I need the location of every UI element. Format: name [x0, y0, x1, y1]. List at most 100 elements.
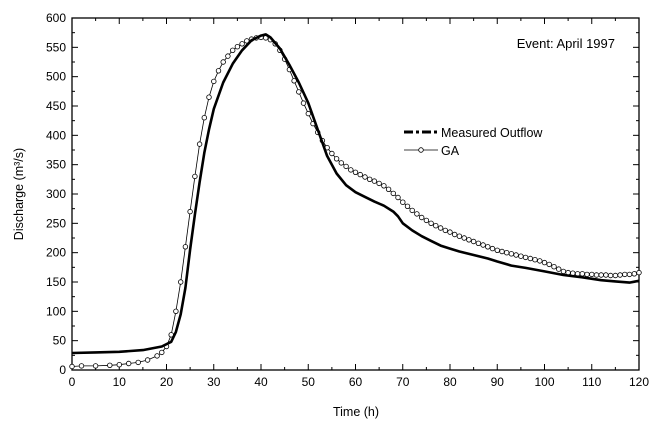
ga-point [206, 94, 212, 100]
ga-point [428, 220, 434, 226]
ga-point [518, 253, 524, 259]
plot-frame [71, 17, 640, 371]
ga-point [229, 47, 236, 53]
ga-point [239, 41, 245, 47]
y-tick-label: 150 [46, 275, 66, 289]
ga-point [626, 271, 633, 278]
ga-point [513, 252, 519, 258]
ga-point [485, 244, 491, 250]
ga-point [612, 272, 619, 279]
ga-point [589, 271, 595, 278]
ga-point [419, 214, 425, 221]
ga-point [116, 362, 122, 368]
ga-point [182, 244, 189, 250]
ga-point [173, 308, 179, 314]
ga-point [329, 150, 335, 157]
ga-point [187, 208, 193, 215]
ga-point [622, 271, 628, 278]
ga-point [92, 363, 99, 369]
ga-point [390, 190, 396, 197]
ga-point [437, 225, 444, 231]
ga-point [348, 167, 354, 173]
x-axis-title: Time (h) [333, 405, 379, 419]
x-tick-label: 0 [69, 375, 76, 389]
x-tick-label: 50 [302, 375, 316, 389]
ga-point [617, 272, 623, 278]
ga-point [159, 349, 165, 356]
ga-point [527, 255, 533, 262]
ga-point [414, 211, 420, 217]
ga-point [546, 261, 552, 268]
x-tick-label: 100 [534, 375, 554, 389]
event-annotation: Event: April 1997 [517, 36, 615, 51]
ga-point [357, 171, 363, 178]
ga-point [367, 176, 373, 182]
ga-point [78, 363, 85, 369]
ga-point [631, 271, 637, 277]
ga-point [466, 237, 472, 243]
x-tick-label: 120 [629, 375, 649, 389]
x-tick-label: 80 [443, 375, 457, 389]
legend-swatch-ga-marker [418, 147, 424, 153]
ga-point [154, 353, 160, 359]
y-tick-label: 250 [46, 216, 66, 230]
x-tick-label: 30 [207, 375, 221, 389]
ga-point [215, 68, 222, 74]
x-tick-label: 90 [491, 375, 505, 389]
ga-point [560, 268, 567, 275]
ga-point [404, 203, 411, 209]
legend-label-ga: GA [441, 144, 460, 158]
ga-point [532, 257, 538, 263]
ga-point [244, 38, 250, 44]
ga-point [584, 271, 590, 278]
y-tick-label: 50 [53, 334, 67, 348]
ga-point [125, 360, 132, 367]
x-tick-label: 110 [582, 375, 601, 389]
ga-point [603, 272, 609, 278]
ga-point [499, 248, 505, 255]
y-tick-label: 350 [46, 158, 66, 172]
y-tick-label: 450 [46, 99, 66, 113]
ga-point [537, 258, 543, 264]
ga-point [192, 173, 198, 180]
ga-point [470, 238, 477, 245]
ga-point [494, 247, 500, 253]
ga-point [211, 78, 217, 85]
ga-point [135, 359, 141, 366]
ga-point [338, 160, 344, 166]
ga-point [423, 217, 430, 224]
ga-point [456, 233, 463, 239]
x-tick-label: 60 [349, 375, 363, 389]
ga-point [598, 272, 604, 278]
ga-point [381, 183, 387, 189]
ga-point [196, 141, 203, 147]
ga-point [225, 53, 231, 59]
ga-point [522, 254, 529, 261]
ga-point [385, 186, 392, 192]
ga-point [504, 249, 510, 256]
ga-point [376, 180, 382, 187]
ga-point [291, 78, 297, 84]
axes [71, 17, 640, 371]
series-line-ga [71, 36, 640, 367]
ga-point [107, 362, 113, 368]
ga-point [371, 178, 378, 184]
y-tick-label: 400 [46, 128, 66, 142]
ga-point [447, 229, 453, 235]
ga-point [144, 357, 151, 363]
ticks: 0 10 20 30 40 50 60 70 80 90 100 110 120 0 50 100 150 200… [46, 11, 649, 389]
ga-point [177, 279, 184, 285]
x-tick-label: 70 [396, 375, 410, 389]
ga-point [607, 272, 614, 279]
ga-point [452, 231, 458, 238]
ga-point [475, 240, 482, 246]
y-tick-label: 300 [46, 187, 66, 201]
ga-point [636, 269, 642, 276]
ga-point [579, 271, 585, 277]
y-tick-label: 550 [46, 40, 66, 54]
y-axis-title: Discharge (m³/s) [12, 148, 26, 240]
y-tick-label: 600 [46, 11, 66, 25]
ga-point [480, 242, 486, 248]
legend-label-measured-outflow: Measured Outflow [441, 126, 543, 140]
